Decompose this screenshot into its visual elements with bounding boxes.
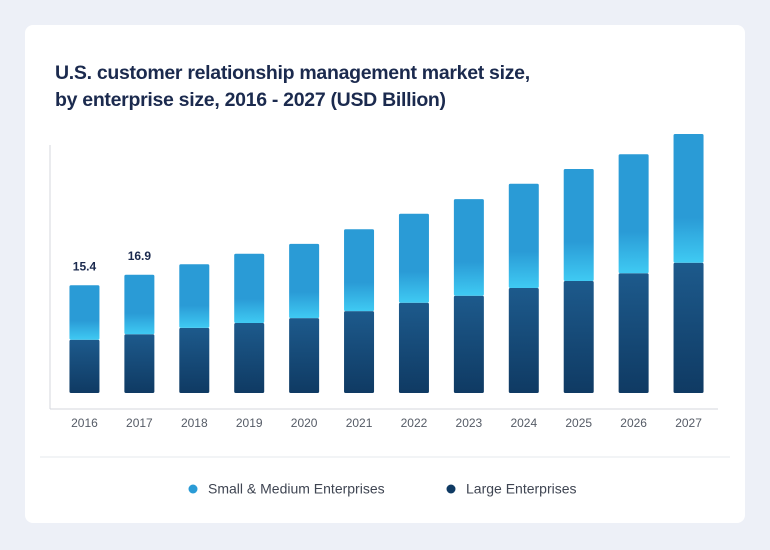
x-tick-label: 2027: [675, 416, 702, 430]
total-label: 15.4: [73, 259, 97, 273]
bar: [618, 273, 649, 393]
bar: [344, 311, 375, 393]
legend-label: Large Enterprises: [466, 481, 577, 497]
bar: [124, 334, 155, 393]
bar: [344, 229, 375, 312]
bar: [69, 285, 100, 340]
bar: [234, 253, 265, 323]
bar: [234, 323, 265, 393]
x-tick-label: 2020: [291, 416, 318, 430]
x-tick-label: 2019: [236, 416, 263, 430]
bar: [673, 134, 704, 263]
bar: [179, 327, 210, 393]
x-tick-label: 2021: [346, 416, 373, 430]
bar: [618, 154, 649, 274]
chart-title: by enterprise size, 2016 - 2027 (USD Bil…: [55, 89, 446, 111]
bar: [289, 318, 320, 393]
bar: [69, 339, 100, 393]
bar: [124, 274, 155, 335]
bar: [289, 243, 320, 319]
legend-marker: [446, 484, 456, 494]
x-tick-label: 2026: [620, 416, 647, 430]
x-tick-label: 2023: [456, 416, 483, 430]
bar: [563, 281, 594, 393]
bar: [453, 295, 484, 393]
x-tick-label: 2022: [401, 416, 428, 430]
bar: [453, 199, 484, 296]
chart-title: U.S. customer relationship management ma…: [55, 62, 530, 84]
total-label: 16.9: [128, 249, 152, 263]
x-tick-label: 2017: [126, 416, 153, 430]
x-tick-label: 2018: [181, 416, 208, 430]
bar: [673, 262, 704, 393]
x-tick-label: 2024: [510, 416, 537, 430]
legend-marker: [188, 484, 198, 494]
bar: [398, 213, 429, 303]
bar: [398, 302, 429, 393]
bar: [563, 169, 594, 281]
bar: [508, 288, 539, 393]
x-tick-label: 2016: [71, 416, 98, 430]
x-tick-label: 2025: [565, 416, 592, 430]
bar: [179, 264, 210, 328]
bar: [508, 183, 539, 288]
legend-label: Small & Medium Enterprises: [208, 481, 385, 497]
